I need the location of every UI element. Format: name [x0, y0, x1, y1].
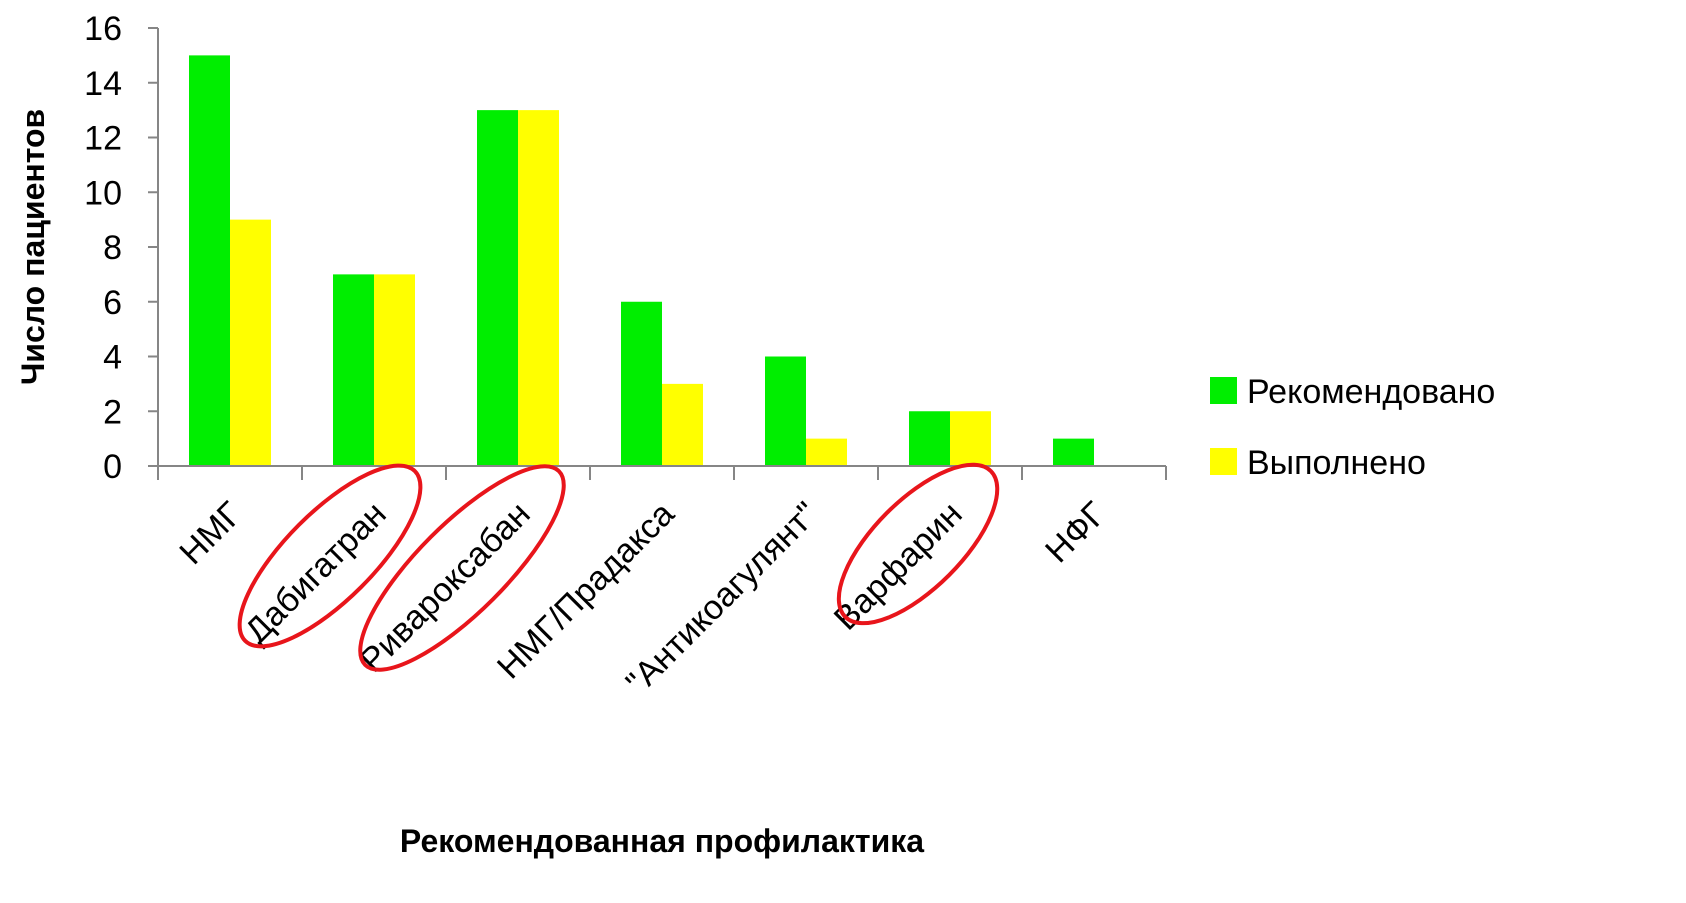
bar-recommended-6 [1053, 438, 1094, 466]
y-tick-label: 8 [103, 229, 122, 267]
x-axis-title: Рекомендованная профилактика [400, 823, 924, 859]
bar-recommended-0 [189, 55, 230, 466]
highlight-ellipse [358, 464, 566, 672]
y-tick-label: 10 [84, 174, 122, 212]
bar-performed-2 [518, 110, 559, 466]
bar-recommended-3 [621, 301, 662, 466]
highlight-ellipse [237, 463, 423, 649]
y-tick-label: 14 [84, 65, 122, 103]
bar-recommended-5 [909, 411, 950, 466]
bar-recommended-4 [765, 356, 806, 466]
bar-performed-3 [662, 383, 703, 466]
bars-group [189, 55, 1094, 466]
y-tick-label: 2 [103, 393, 122, 431]
bar-performed-5 [950, 411, 991, 466]
legend-swatch-recommended [1210, 377, 1237, 404]
legend-label-performed: Выполнено [1247, 444, 1426, 482]
bar-recommended-1 [333, 274, 374, 466]
bar-performed-1 [374, 274, 415, 466]
bar-recommended-2 [477, 110, 518, 466]
y-tick-label: 0 [103, 448, 122, 486]
category-labels-group: НМГДабигатранРивароксабанНМГ/Прадакса"Ан… [172, 495, 1113, 702]
legend: Рекомендовано Выполнено [1210, 373, 1495, 482]
x-category-label: НФГ [1038, 495, 1114, 571]
legend-label-recommended: Рекомендовано [1247, 373, 1495, 411]
highlight-ellipses-group [237, 462, 1000, 672]
bar-performed-0 [230, 219, 271, 466]
y-tick-label: 16 [84, 10, 122, 48]
y-tick-label: 6 [103, 284, 122, 322]
legend-swatch-performed [1210, 448, 1237, 475]
y-axis-title: Число пациентов [15, 109, 51, 385]
y-ticks-group: 0 2 4 6 8 10 12 14 16 [84, 10, 158, 486]
x-ticks-group [157, 466, 1167, 480]
highlight-ellipse [836, 462, 1000, 626]
y-tick-label: 12 [84, 120, 122, 158]
bar-performed-4 [806, 438, 847, 466]
x-category-label: НМГ [172, 495, 249, 572]
y-tick-label: 4 [103, 339, 122, 377]
